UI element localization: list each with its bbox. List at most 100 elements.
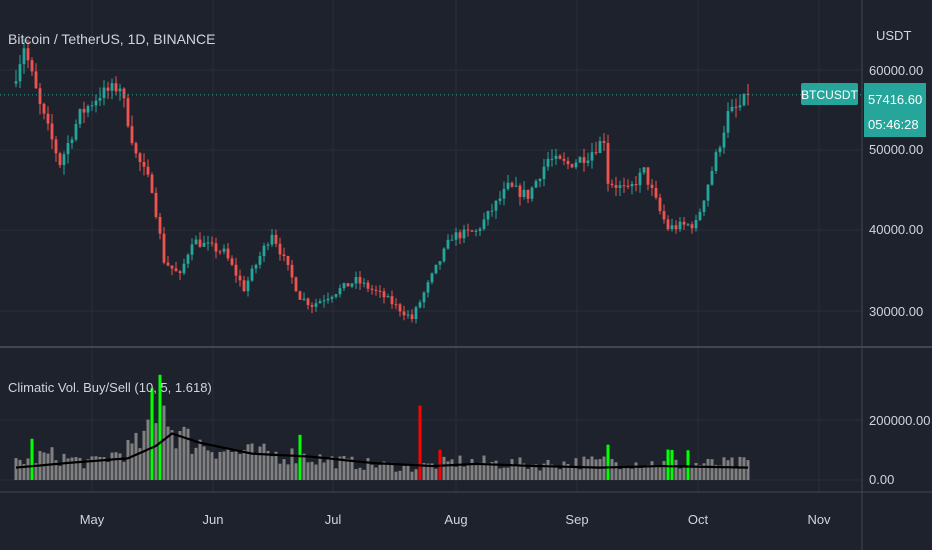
- candle-body: [558, 155, 562, 159]
- candle-body: [170, 265, 174, 269]
- candle-body: [494, 200, 498, 211]
- volume-bar: [662, 461, 666, 480]
- candle-body: [498, 198, 502, 201]
- ticker-badge-bg: [801, 83, 858, 105]
- candle-body: [614, 185, 618, 188]
- candle-body: [538, 178, 542, 182]
- candle-body: [114, 83, 118, 92]
- volume-bar: [374, 467, 378, 480]
- volume-bar: [82, 468, 86, 480]
- candle-body: [346, 283, 350, 287]
- volume-bar: [346, 458, 350, 480]
- volume-bar: [74, 457, 78, 480]
- volume-bar: [434, 468, 438, 480]
- candle-body: [578, 157, 582, 163]
- volume-bar: [686, 450, 690, 480]
- volume-bar: [182, 426, 186, 480]
- volume-bar: [578, 469, 582, 480]
- volume-bar: [134, 432, 138, 480]
- volume-bar: [22, 464, 26, 480]
- candle-body: [674, 225, 678, 230]
- volume-bar: [670, 449, 674, 480]
- currency-label[interactable]: USDT: [876, 28, 911, 43]
- volume-bar: [18, 459, 22, 480]
- volume-bar: [634, 462, 638, 480]
- candle-body: [342, 283, 346, 289]
- volume-bar: [546, 459, 550, 480]
- candle-body: [654, 188, 658, 198]
- volume-bar: [638, 468, 642, 480]
- volume-bar: [162, 405, 166, 480]
- symbol-title[interactable]: Bitcoin / TetherUS, 1D, BINANCE: [8, 31, 215, 47]
- candle-body: [506, 182, 510, 189]
- volume-bar: [98, 456, 102, 480]
- volume-bar: [490, 461, 494, 480]
- candle-body: [742, 93, 746, 106]
- candle-body: [118, 88, 122, 92]
- candle-body: [26, 48, 30, 61]
- candle-body: [154, 192, 158, 217]
- candle-body: [278, 243, 282, 255]
- volume-bar: [386, 463, 390, 480]
- candle-body: [210, 242, 214, 244]
- indicator-label[interactable]: Climatic Vol. Buy/Sell (10, 5, 1.618): [8, 380, 212, 395]
- volume-bar: [218, 451, 222, 480]
- volume-bar: [310, 461, 314, 480]
- candle-body: [418, 302, 422, 308]
- candle-body: [258, 256, 262, 265]
- volume-bar: [698, 465, 702, 480]
- candle-body: [746, 93, 750, 95]
- candle-body: [186, 254, 190, 264]
- candle-body: [334, 294, 338, 297]
- volume-bar: [78, 458, 82, 480]
- candle-body: [394, 304, 398, 306]
- volume-bar: [118, 453, 122, 480]
- volume-bar: [298, 434, 302, 480]
- candle-body: [594, 152, 598, 154]
- candle-body: [58, 153, 62, 166]
- volume-bar: [330, 456, 334, 480]
- candle-body: [234, 264, 238, 276]
- candle-body: [102, 87, 106, 98]
- candle-body: [262, 245, 266, 257]
- ticker-badge[interactable]: BTCUSDT: [801, 83, 859, 105]
- candle-body: [422, 292, 426, 303]
- candle-body: [530, 187, 534, 199]
- volume-bar: [58, 465, 62, 480]
- candle-body: [738, 105, 742, 108]
- candle-body: [230, 258, 234, 265]
- volume-bar: [678, 468, 682, 480]
- candle-body: [546, 158, 550, 167]
- candle-body: [426, 282, 430, 293]
- candle-body: [134, 143, 138, 154]
- last-price-tag[interactable]: 57416.60 05:46:28: [864, 83, 926, 137]
- volume-bar: [158, 374, 162, 480]
- volume-bar: [538, 470, 542, 480]
- volume-bar: [246, 444, 250, 480]
- volume-bar: [414, 469, 418, 480]
- y-tick-label: 60000.00: [869, 63, 923, 78]
- volume-tick-label: 200000.00: [869, 413, 930, 428]
- candle-body: [54, 139, 58, 154]
- candle-body: [70, 139, 74, 143]
- volume-bar: [510, 459, 514, 480]
- volume-bar: [14, 458, 18, 480]
- volume-bar: [94, 456, 98, 480]
- volume-bar: [366, 458, 370, 480]
- volume-bar: [234, 451, 238, 480]
- volume-bar: [498, 468, 502, 480]
- volume-bar: [626, 468, 630, 480]
- volume-bar: [742, 457, 746, 480]
- volume-bar: [166, 426, 170, 480]
- candle-body: [338, 288, 342, 295]
- volume-bar: [554, 467, 558, 480]
- candle-body: [610, 183, 614, 186]
- candle-body: [606, 142, 610, 184]
- volume-bar: [610, 458, 614, 480]
- volume-bar: [378, 464, 382, 480]
- volume-bar: [214, 458, 218, 480]
- grid-lines: [0, 0, 862, 492]
- volume-bar: [746, 460, 750, 480]
- candle-body: [638, 172, 642, 186]
